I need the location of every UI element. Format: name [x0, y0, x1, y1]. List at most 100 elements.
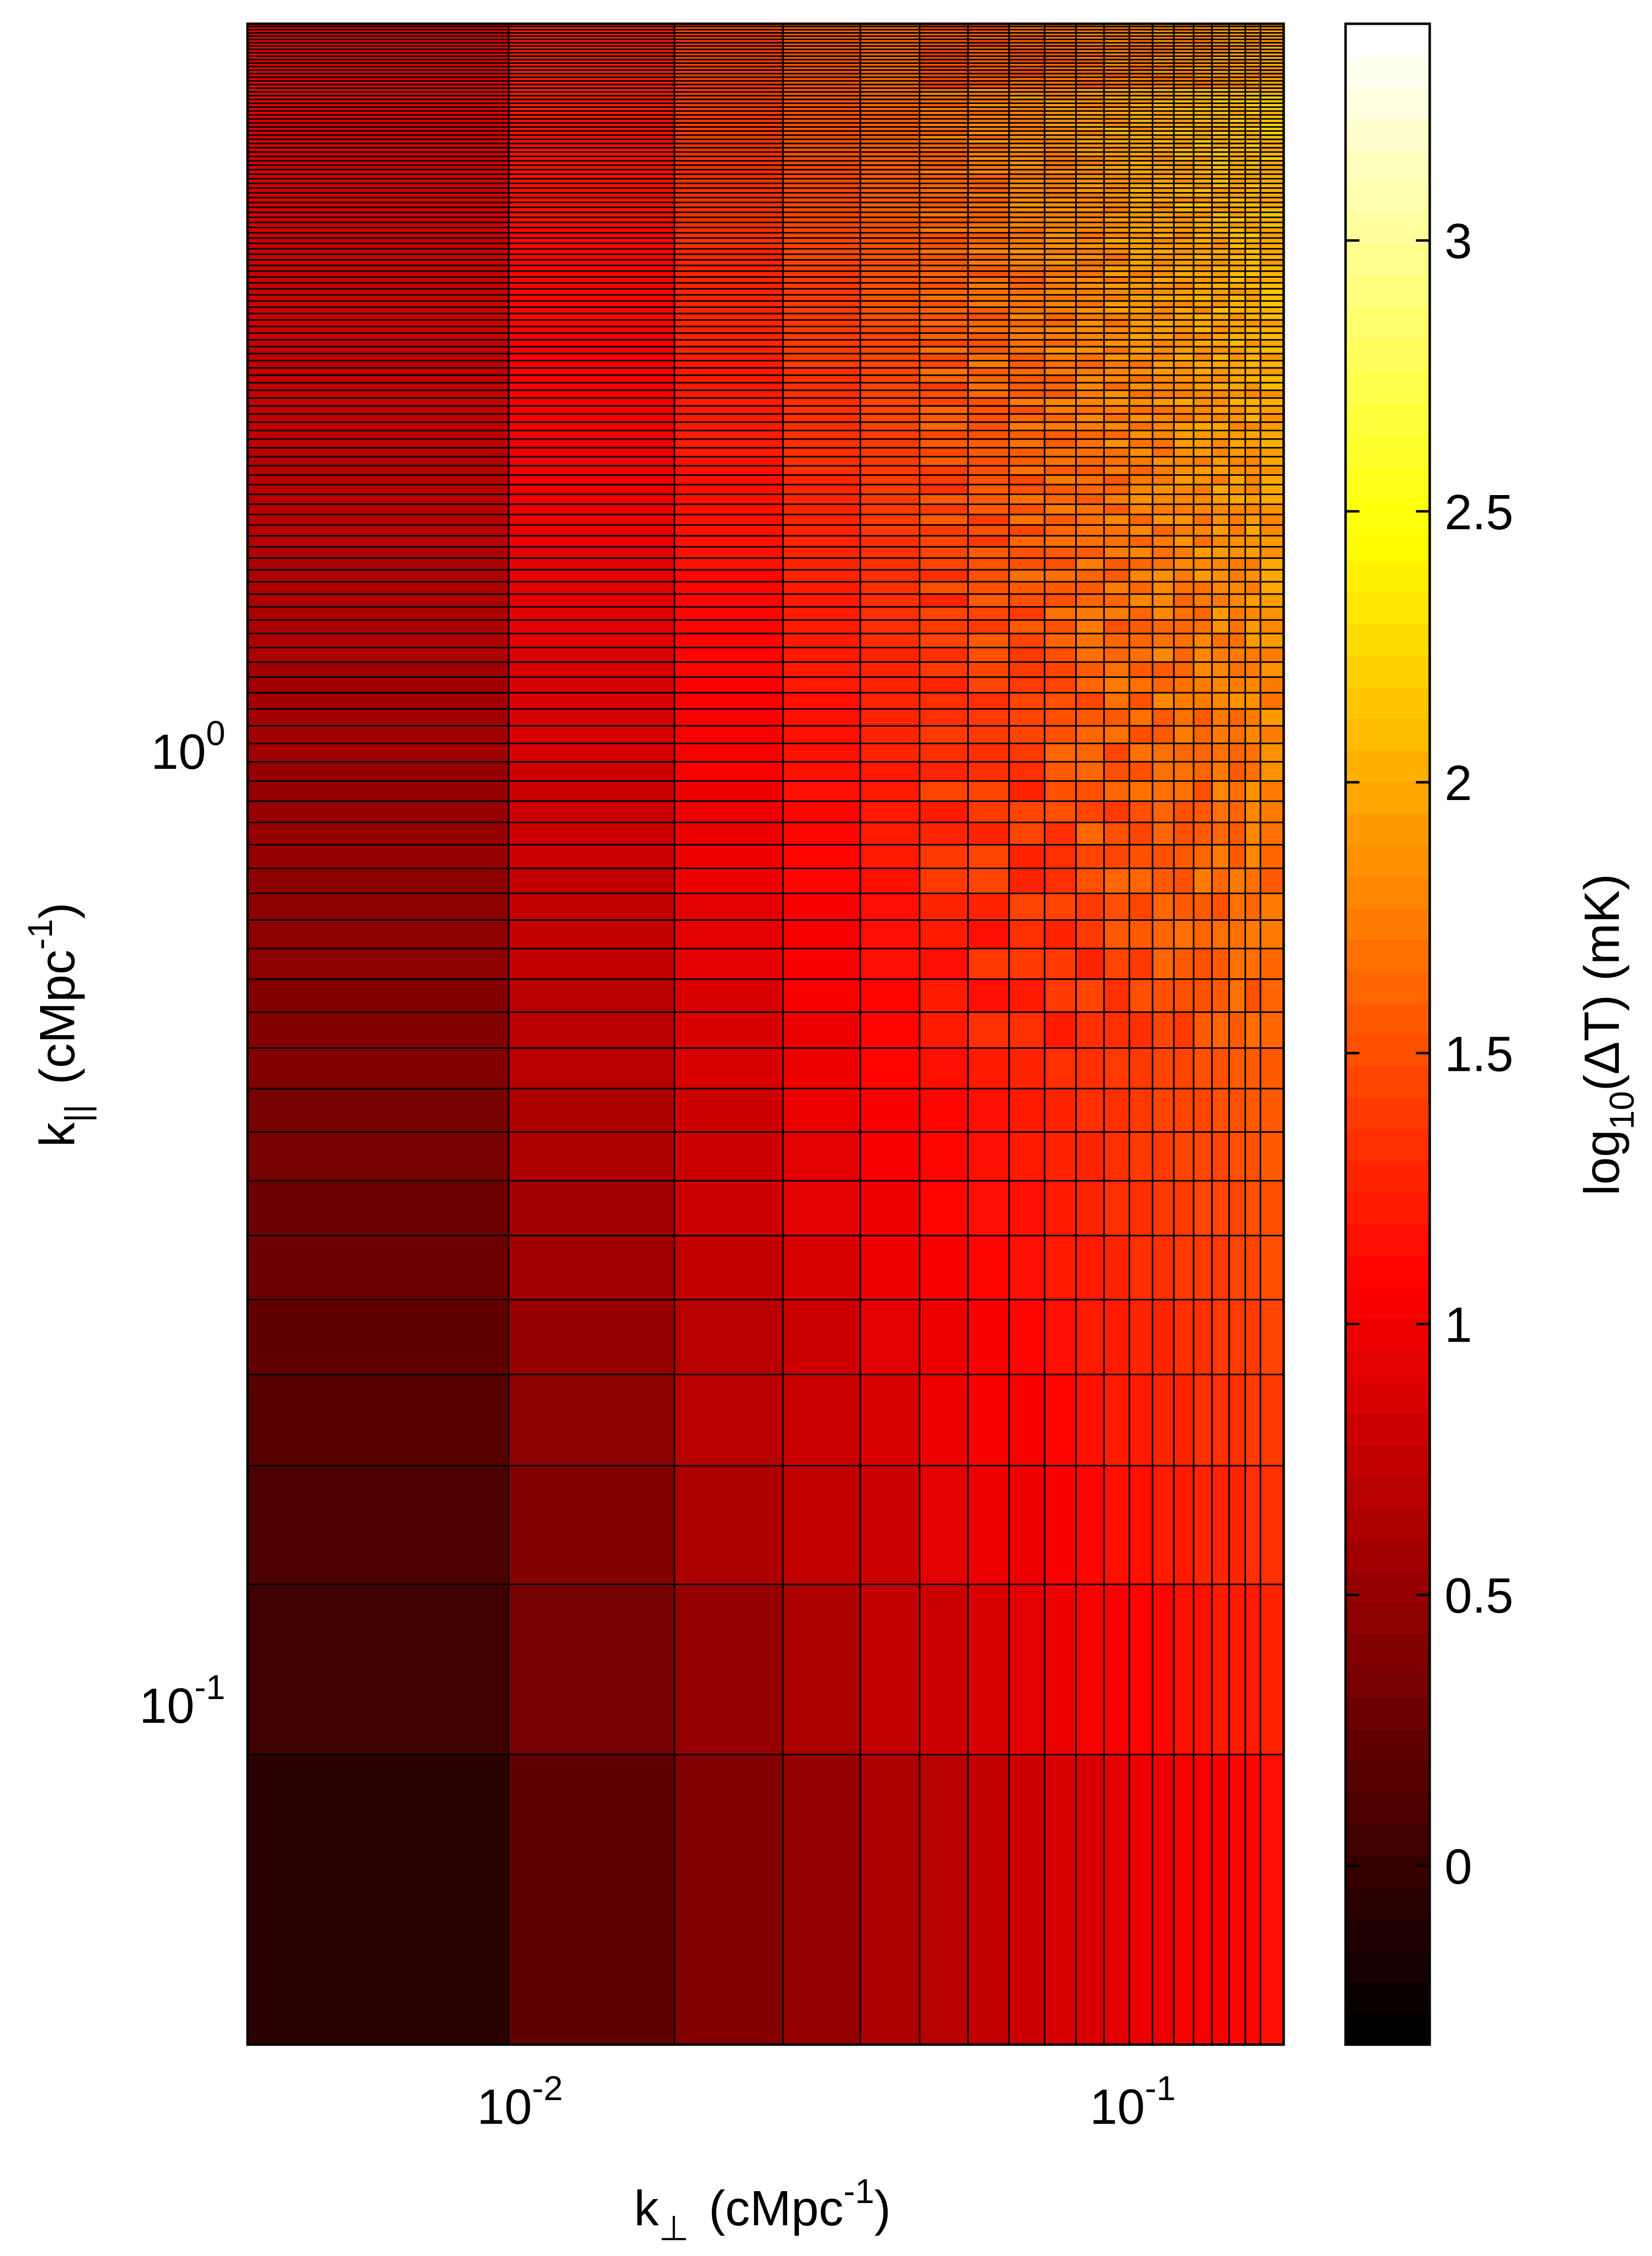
heatmap-cell [782, 374, 861, 384]
heatmap-cell [247, 676, 509, 694]
heatmap-cell [1103, 978, 1130, 1013]
heatmap-cell [1075, 1047, 1105, 1090]
heatmap-cell [673, 535, 784, 548]
heatmap-cell [1103, 821, 1130, 846]
heatmap-cell [1173, 455, 1195, 467]
heatmap-cell [1128, 360, 1153, 369]
heatmap-cell [967, 312, 1010, 321]
heatmap-cell [1128, 493, 1153, 505]
heatmap-cell [1075, 761, 1105, 782]
heatmap-cell [247, 360, 509, 369]
heatmap-cell [967, 216, 1010, 223]
heatmap-cell [1075, 288, 1105, 296]
heatmap-cell [1128, 300, 1153, 308]
heatmap-cell [919, 312, 969, 321]
heatmap-cell [507, 661, 675, 678]
heatmap-cell [1259, 211, 1285, 218]
heatmap-cell [1008, 455, 1046, 467]
heatmap-cell [967, 374, 1010, 384]
heatmap-cell [1244, 259, 1261, 266]
heatmap-cell [247, 374, 509, 384]
heatmap-cell [859, 593, 921, 608]
heatmap-cell [1103, 421, 1130, 432]
heatmap-cell [673, 524, 784, 537]
heatmap-cell [1244, 725, 1261, 745]
heatmap-cell [1075, 282, 1105, 290]
heatmap-cell [1103, 382, 1130, 391]
heatmap-cell [1103, 282, 1130, 290]
heatmap-cell [247, 513, 509, 526]
heatmap-cell [1075, 332, 1105, 341]
heatmap-cell [673, 264, 784, 272]
heatmap-cell [1103, 569, 1130, 583]
heatmap-cell [859, 867, 921, 895]
heatmap-cell [507, 206, 675, 213]
heatmap-cell [1228, 800, 1246, 823]
heatmap-cell [1211, 352, 1230, 362]
heatmap-cell [1075, 633, 1105, 649]
heatmap-cell [1103, 312, 1130, 321]
heatmap-cell [967, 319, 1010, 327]
heatmap-cell [1193, 248, 1213, 255]
heatmap-cell [673, 421, 784, 432]
heatmap-cell [919, 535, 969, 548]
heatmap-cell [1228, 743, 1246, 763]
heatmap-cell [1228, 633, 1246, 649]
heatmap-cell [1244, 919, 1261, 950]
heatmap-cell [1173, 800, 1195, 823]
heatmap-cell [673, 1047, 784, 1090]
heatmap-cell [1128, 270, 1153, 278]
heatmap-cell [1228, 332, 1246, 341]
heatmap-cell [782, 227, 861, 234]
heatmap-cell [1075, 1299, 1105, 1375]
heatmap-cell [1173, 216, 1195, 223]
heatmap-cell [1193, 206, 1213, 213]
heatmap-cell [507, 581, 675, 595]
heatmap-cell [1173, 339, 1195, 348]
heatmap-cell [1103, 676, 1130, 694]
heatmap-cell [859, 288, 921, 296]
heatmap-cell [1193, 438, 1213, 449]
heatmap-cell [782, 430, 861, 440]
heatmap-cell [1211, 306, 1230, 314]
heatmap-cell [782, 1373, 861, 1467]
heatmap-cell [507, 300, 675, 308]
heatmap-cell [859, 405, 921, 415]
heatmap-cell [1173, 421, 1195, 432]
heatmap-cell [1128, 1754, 1153, 2046]
heatmap-cell [673, 546, 784, 559]
heatmap-cell [1075, 232, 1105, 239]
heatmap-cell [1259, 893, 1285, 921]
heatmap-cell [859, 237, 921, 245]
heatmap-cell [1193, 893, 1213, 921]
heatmap-cell [859, 948, 921, 980]
heatmap-cell [1193, 708, 1213, 727]
heatmap-cell [967, 743, 1010, 763]
heatmap-cell [1193, 300, 1213, 308]
heatmap-cell [673, 282, 784, 290]
heatmap-cell [1128, 893, 1153, 921]
heatmap-cell [1128, 484, 1153, 495]
heatmap-cell [1259, 821, 1285, 846]
heatmap-cell [1075, 325, 1105, 334]
heatmap-cell [1151, 593, 1175, 608]
heatmap-cell [1228, 1583, 1246, 1755]
heatmap-cell [1044, 465, 1077, 476]
heatmap-cell [1008, 206, 1046, 213]
colorbar-segment [1346, 465, 1430, 498]
heatmap-cell [919, 282, 969, 290]
heatmap-cell [1173, 374, 1195, 384]
y-axis-label-unit-exp: -1 [21, 919, 59, 950]
heatmap-cell [1173, 647, 1195, 663]
heatmap-cell [967, 661, 1010, 678]
colorbar-segment [1346, 623, 1430, 656]
heatmap-cell [1259, 1754, 1285, 2046]
heatmap-cell [1151, 1299, 1175, 1375]
heatmap-cell [673, 593, 784, 608]
heatmap-cell [782, 800, 861, 823]
heatmap-cell [1193, 524, 1213, 537]
heatmap-cell [1128, 474, 1153, 486]
heatmap-cell [1151, 253, 1175, 261]
heatmap-cell [1044, 1583, 1077, 1755]
colorbar-segment [1346, 813, 1430, 846]
